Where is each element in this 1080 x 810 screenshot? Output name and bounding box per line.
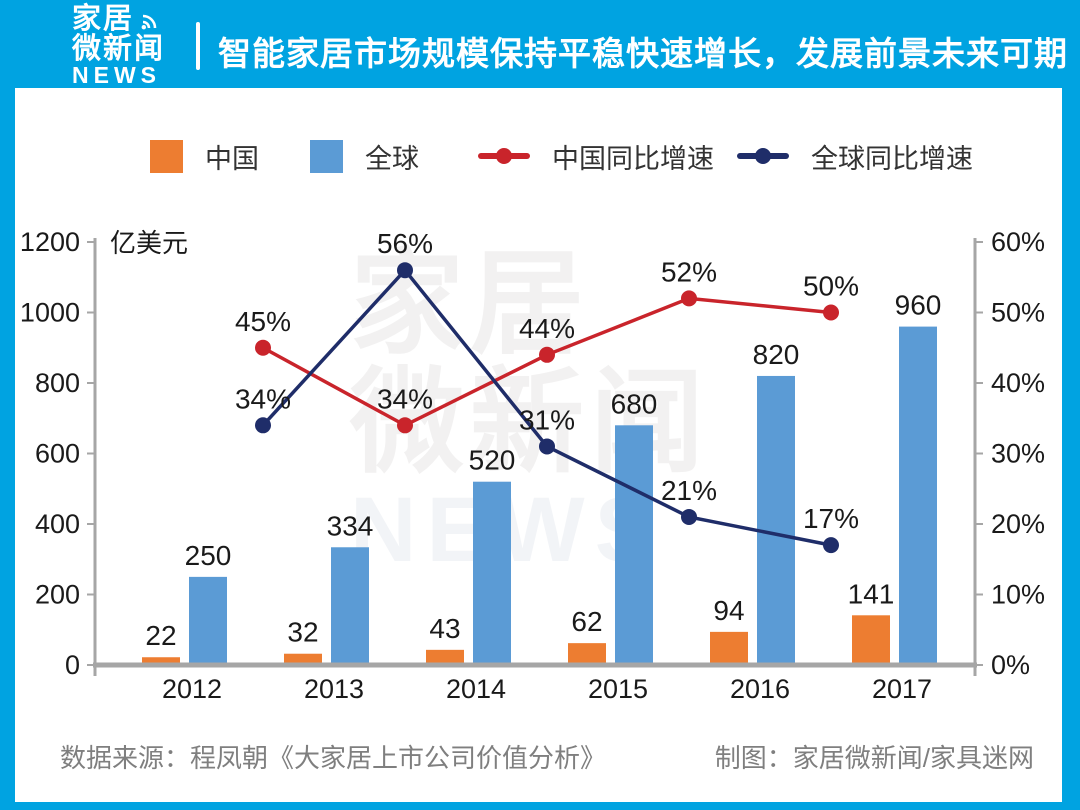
- logo-text-news: NEWS: [72, 62, 161, 89]
- legend-item-中国: 中国: [150, 138, 259, 174]
- line-value-label: 44%: [519, 313, 575, 344]
- x-axis-label-2014: 2014: [446, 674, 506, 704]
- bar-中国-2012: [142, 657, 180, 665]
- bar-全球-2013: [331, 547, 369, 665]
- line-value-label: 52%: [661, 256, 717, 287]
- bar-全球-2016: [757, 375, 795, 665]
- footer: 数据来源：程凤朝《大家居上市公司价值分析》 制图：家居微新闻/家具迷网: [15, 738, 1062, 775]
- data-source: 数据来源：程凤朝《大家居上市公司价值分析》: [60, 743, 607, 773]
- bar-value-label: 141: [848, 578, 895, 609]
- legend-marker: [737, 148, 789, 164]
- data-point-中国同比增速: [681, 290, 697, 307]
- left-tick-label: 400: [35, 509, 80, 539]
- left-tick-label: 200: [35, 580, 80, 610]
- right-tick-label: 50%: [991, 298, 1045, 328]
- bar-全球-2017: [899, 326, 937, 665]
- line-value-label: 21%: [661, 475, 717, 506]
- bar-value-label: 94: [713, 595, 744, 626]
- bar-中国-2015: [568, 643, 606, 665]
- right-tick-label: 10%: [991, 580, 1045, 610]
- line-value-label: 34%: [235, 383, 291, 414]
- x-axis-label-2015: 2015: [588, 674, 648, 704]
- data-point-中国同比增速: [255, 339, 271, 356]
- credit: 制图：家居微新闻/家具迷网: [714, 743, 1034, 773]
- bar-中国-2017: [852, 615, 890, 665]
- right-tick-label: 0%: [991, 650, 1030, 680]
- legend-item-全球同比增速: 全球同比增速: [737, 138, 973, 174]
- data-point-全球同比增速: [255, 417, 271, 434]
- combo-chart: 22 32 43 62 94 141 250 334 520 680 820 960 0 200 400 60…: [20, 227, 1045, 704]
- x-axis-label-2017: 2017: [872, 674, 932, 704]
- bar-value-label: 334: [327, 510, 374, 541]
- left-tick-label: 0: [65, 650, 80, 680]
- signal-icon: [141, 14, 157, 30]
- legend-label: 中国: [205, 143, 259, 174]
- logo-text-line2: 微新闻: [72, 32, 166, 65]
- legend-label: 全球同比增速: [811, 143, 973, 174]
- bar-全球-2015: [615, 425, 653, 665]
- bar-value-label: 680: [611, 388, 658, 419]
- bar-value-label: 960: [895, 290, 942, 321]
- right-tick-label: 40%: [991, 368, 1045, 398]
- data-point-中国同比增速: [397, 417, 413, 434]
- left-tick-label: 1000: [20, 298, 80, 328]
- legend-label: 全球: [365, 143, 419, 174]
- bar-value-label: 43: [429, 613, 460, 644]
- line-value-label: 45%: [235, 306, 291, 337]
- legend-marker: [478, 148, 530, 164]
- bar-value-label: 520: [469, 445, 516, 476]
- left-axis-unit-label: 亿美元: [110, 228, 188, 258]
- bar-中国-2014: [426, 649, 464, 665]
- header-divider: [196, 22, 200, 70]
- line-value-label: 34%: [377, 383, 433, 414]
- right-tick-label: 60%: [991, 227, 1045, 257]
- brand-logo: 家居 微新闻 NEWS: [72, 3, 166, 89]
- line-value-label: 17%: [803, 503, 859, 534]
- legend-label: 中国同比增速: [552, 143, 714, 174]
- data-point-全球同比增速: [823, 537, 839, 554]
- bar-value-label: 32: [287, 617, 318, 648]
- logo-text-line1: 家居: [72, 3, 135, 35]
- data-point-全球同比增速: [681, 508, 697, 525]
- data-point-中国同比增速: [539, 346, 555, 363]
- x-axis-label-2012: 2012: [162, 674, 222, 704]
- bar-value-label: 62: [571, 606, 602, 637]
- bar-中国-2016: [710, 631, 748, 665]
- legend-item-全球: 全球: [310, 138, 419, 174]
- line-value-label: 56%: [377, 228, 433, 259]
- left-tick-label: 600: [35, 439, 80, 469]
- line-value-label: 31%: [519, 404, 575, 435]
- bar-value-label: 250: [185, 540, 232, 571]
- bar-全球-2014: [473, 481, 511, 665]
- data-point-中国同比增速: [823, 304, 839, 321]
- page-title: 智能家居市场规模保持平稳快速增长，发展前景未来可期: [218, 35, 1068, 72]
- line-value-label: 50%: [803, 271, 859, 302]
- legend-item-中国同比增速: 中国同比增速: [478, 138, 714, 174]
- bar-全球-2012: [189, 576, 227, 665]
- x-axis-label-2013: 2013: [304, 674, 364, 704]
- left-tick-label: 800: [35, 368, 80, 398]
- data-point-全球同比增速: [539, 438, 555, 455]
- left-tick-label: 1200: [20, 227, 80, 257]
- header: 家居 微新闻 NEWS 智能家居市场规模保持平稳快速增长，发展前景未来可期: [0, 0, 1080, 88]
- bar-value-label: 820: [753, 339, 800, 370]
- right-tick-label: 30%: [991, 439, 1045, 469]
- legend-marker: [150, 139, 183, 173]
- right-tick-label: 20%: [991, 509, 1045, 539]
- x-axis-label-2016: 2016: [730, 674, 790, 704]
- bar-value-label: 22: [145, 620, 176, 651]
- data-point-全球同比增速: [397, 262, 413, 279]
- legend-marker: [310, 139, 343, 173]
- bar-中国-2013: [284, 653, 322, 665]
